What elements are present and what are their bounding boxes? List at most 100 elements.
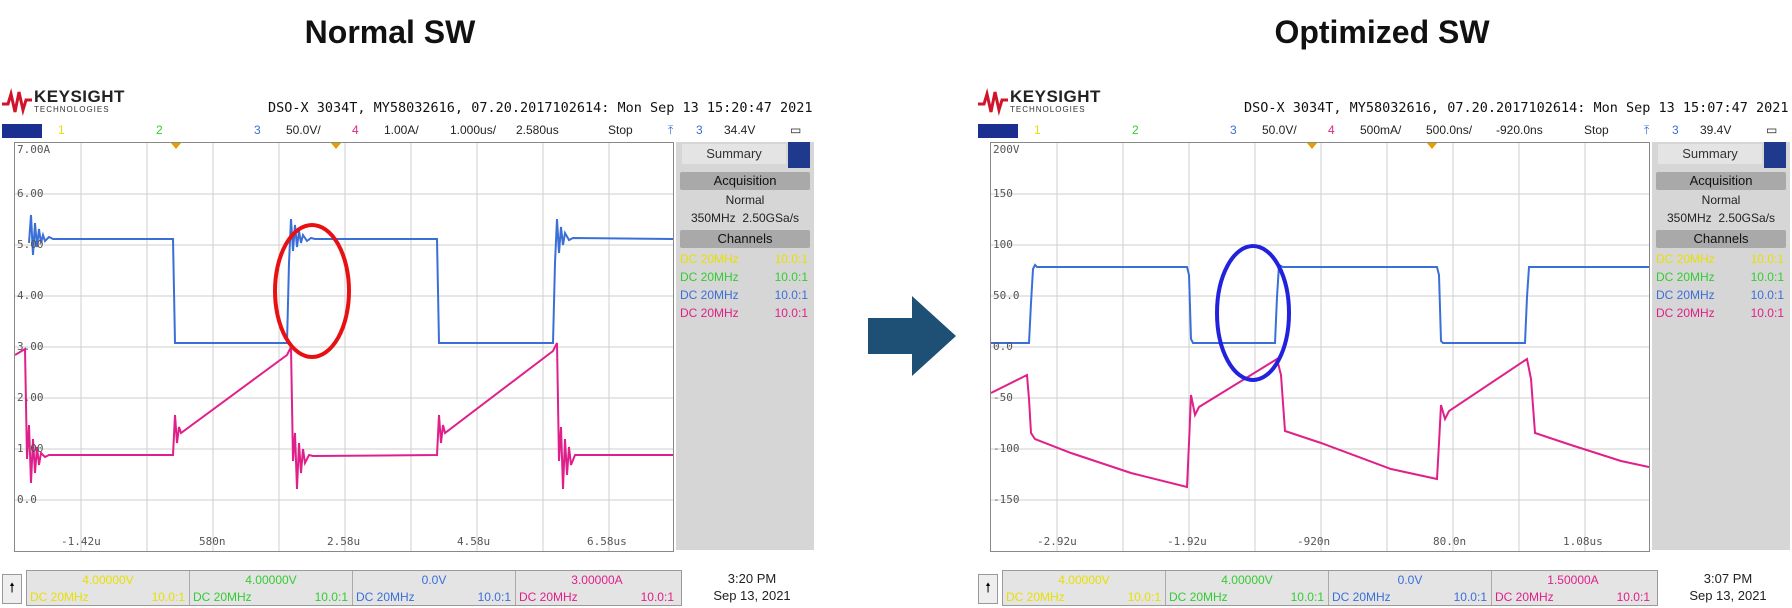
trigger-level[interactable]: 39.4V: [1700, 123, 1732, 137]
trigger-channel: 3: [1672, 123, 1679, 137]
logo-brand: KEYSIGHT: [1010, 87, 1101, 106]
right-heading: Optimized SW: [1274, 14, 1490, 50]
trigger-rising-icon: ⤒: [668, 123, 674, 137]
waveform-svg: [991, 143, 1649, 551]
clock: 3:07 PM Sep 13, 2021: [1689, 571, 1767, 603]
waveform-display[interactable]: 200V 150 100 50.0 0.0 -50 -100 -150 -2.9…: [990, 142, 1650, 552]
x-label: 1.08us: [1563, 535, 1603, 548]
ch3-scale[interactable]: 50.0V/: [286, 123, 321, 137]
channel-indicator[interactable]: [978, 124, 1018, 138]
ch4-trace: [15, 342, 673, 490]
summary-icon[interactable]: [1764, 142, 1786, 168]
acquisition-rate: 350MHz 2.50GSa/s: [690, 211, 800, 225]
y-label: 5.00: [17, 238, 44, 251]
y-label: -50: [993, 391, 1013, 404]
scope-optimized: KEYSIGHT TECHNOLOGIES DSO-X 3034T, MY580…: [976, 86, 1792, 608]
y-label: -100: [993, 442, 1020, 455]
y-label: 0.0: [17, 493, 37, 506]
ch2-label[interactable]: 2: [156, 123, 163, 137]
waveform-display[interactable]: 7.00A 6.00 5.00 4.00 3.00 2.00 1.00 0.0 …: [14, 142, 674, 552]
ch3-label[interactable]: 3: [1230, 123, 1237, 137]
scope-header: DSO-X 3034T, MY58032616, 07.20.201710261…: [1244, 100, 1789, 116]
y-label: 0.0: [993, 340, 1013, 353]
highlight-ellipse: [273, 223, 351, 359]
timebase[interactable]: 500.0ns/: [1426, 123, 1473, 137]
ch4-label[interactable]: 4: [352, 123, 359, 137]
acquisition-mode: Normal: [1701, 193, 1741, 207]
left-heading: Normal SW: [304, 14, 476, 50]
logo-tagline: TECHNOLOGIES: [34, 105, 110, 114]
ch3-scale[interactable]: 50.0V/: [1262, 123, 1297, 137]
up-arrow-icon[interactable]: 🠕: [978, 574, 998, 604]
acquisition-mode: Normal: [725, 193, 765, 207]
ch1-cell[interactable]: 4.00000V DC 20MHz 10.0:1: [1003, 571, 1166, 605]
y-label: 6.00: [17, 187, 44, 200]
ch4-cell[interactable]: 3.00000A DC 20MHz 10.0:1: [519, 573, 674, 604]
y-label: 200V: [993, 143, 1020, 156]
waveform-svg: [15, 143, 673, 551]
keysight-wave-icon: [978, 88, 1008, 116]
ch4-scale[interactable]: 1.00A/: [384, 123, 419, 137]
keysight-logo: KEYSIGHT TECHNOLOGIES: [976, 86, 1116, 116]
ch3-trace: [991, 263, 1649, 344]
logo-tagline: TECHNOLOGIES: [1010, 105, 1086, 114]
channels-header: Channels: [1656, 230, 1786, 248]
acquisition-header: Acquisition: [1656, 172, 1786, 190]
ch2-label[interactable]: 2: [1132, 123, 1139, 137]
ch3-cell[interactable]: 0.0V DC 20MHz 10.0:1: [1329, 571, 1492, 605]
x-label: 2.58u: [327, 535, 361, 548]
right-arrow-icon: [868, 296, 956, 376]
channel-bar: 4.00000V DC 20MHz 10.0:1 4.00000V DC 20MHz 1…: [26, 570, 682, 606]
acquisition-header: Acquisition: [680, 172, 810, 190]
acquisition-rate: 350MHz 2.50GSa/s: [1666, 211, 1776, 225]
summary-icon[interactable]: [788, 142, 810, 168]
up-arrow-icon[interactable]: 🠕: [2, 574, 22, 604]
timebase[interactable]: 1.000us/: [450, 123, 497, 137]
summary-tab[interactable]: Summary: [682, 144, 786, 164]
ch2-cell[interactable]: 4.00000V DC 20MHz 10.0:1: [190, 571, 353, 605]
y-label: 3.00: [17, 340, 44, 353]
ch4-trace: [991, 357, 1649, 489]
ch1-label[interactable]: 1: [58, 123, 65, 137]
y-label: 1.00: [17, 442, 44, 455]
y-label: 7.00A: [17, 143, 51, 156]
bottom-bar: 🠕 4.00000V DC 20MHz 10.0:1 4.00000V DC 20MH…: [0, 568, 818, 606]
run-status[interactable]: Stop: [1584, 123, 1609, 137]
logo-brand: KEYSIGHT: [34, 87, 125, 106]
scope-normal: KEYSIGHT TECHNOLOGIES DSO-X 3034T, MY580…: [0, 86, 818, 608]
trigger-rising-icon: ⤒: [1644, 123, 1650, 137]
x-label: -1.42u: [61, 535, 101, 548]
y-label: -150: [993, 493, 1020, 506]
keysight-logo: KEYSIGHT TECHNOLOGIES: [0, 86, 140, 116]
delay[interactable]: 2.580us: [516, 123, 559, 137]
highlight-ellipse: [1215, 244, 1291, 382]
clock: 3:20 PM Sep 13, 2021: [713, 571, 791, 603]
y-label: 100: [993, 238, 1013, 251]
ch1-cell[interactable]: 4.00000V DC 20MHz 10.0:1: [27, 571, 190, 605]
channel-indicator[interactable]: [2, 124, 42, 138]
delay[interactable]: -920.0ns: [1496, 123, 1543, 137]
bottom-bar: 🠕 4.00000V DC 20MHz 10.0:1 4.00000V DC 20MH…: [976, 568, 1792, 606]
window-icon[interactable]: ▭: [1766, 123, 1778, 137]
keysight-wave-icon: [2, 88, 32, 116]
y-label: 2.00: [17, 391, 44, 404]
summary-panel: Summary Acquisition Normal 350MHz 2.50GS…: [1652, 142, 1790, 550]
x-label: 6.58us: [587, 535, 627, 548]
ch4-cell[interactable]: 1.50000A DC 20MHz 10.0:1: [1495, 573, 1650, 604]
ch4-scale[interactable]: 500mA/: [1360, 123, 1402, 137]
run-status[interactable]: Stop: [608, 123, 633, 137]
trigger-level[interactable]: 34.4V: [724, 123, 756, 137]
channel-bar: 4.00000V DC 20MHz 10.0:1 4.00000V DC 20MHz 1…: [1002, 570, 1658, 606]
ch1-label[interactable]: 1: [1034, 123, 1041, 137]
ch3-label[interactable]: 3: [254, 123, 261, 137]
trigger-channel: 3: [696, 123, 703, 137]
summary-panel: Summary Acquisition Normal 350MHz 2.50GS…: [676, 142, 814, 550]
ch4-label[interactable]: 4: [1328, 123, 1335, 137]
y-label: 150: [993, 187, 1013, 200]
ch3-cell[interactable]: 0.0V DC 20MHz 10.0:1: [353, 571, 516, 605]
summary-tab[interactable]: Summary: [1658, 144, 1762, 164]
channels-header: Channels: [680, 230, 810, 248]
ch2-cell[interactable]: 4.00000V DC 20MHz 10.0:1: [1166, 571, 1329, 605]
window-icon[interactable]: ▭: [790, 123, 802, 137]
x-label: -2.92u: [1037, 535, 1077, 548]
